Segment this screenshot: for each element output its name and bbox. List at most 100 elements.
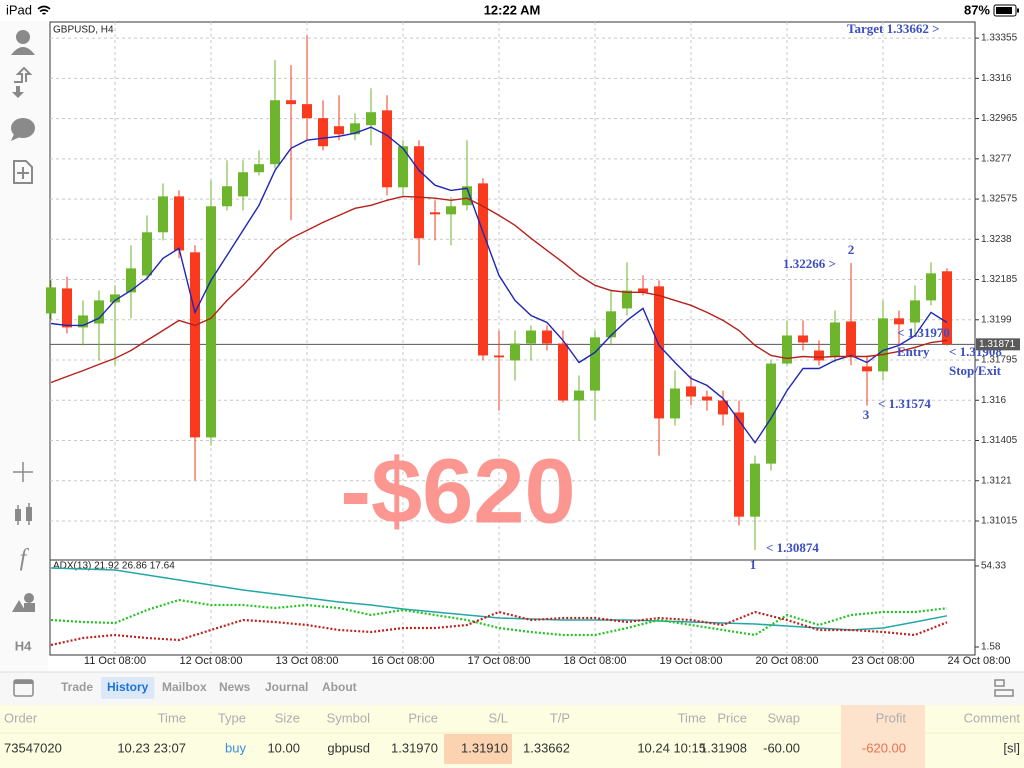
calendar-button[interactable]: [13, 679, 34, 697]
y-tick-label: 1.33355: [981, 33, 1018, 44]
column-header: Comment: [964, 710, 1021, 725]
y-tick-label: 1.3238: [981, 234, 1012, 245]
table-cell: gbpusd: [327, 740, 370, 755]
candle-body: [398, 146, 408, 188]
y-tick-label: 1.31795: [981, 355, 1018, 366]
annotation: Entry: [897, 344, 930, 359]
timeframe-button[interactable]: H4: [15, 638, 32, 653]
column-header: Time: [158, 710, 186, 725]
candle-body: [462, 186, 472, 206]
candle-body: [270, 100, 280, 165]
moving-average-line: [50, 195, 948, 384]
y-tick-label: 1.3121: [981, 475, 1012, 486]
table-cell: -620.00: [862, 740, 906, 755]
candle-body: [190, 252, 200, 438]
table-cell: buy: [225, 740, 246, 755]
tab[interactable]: Mailbox: [162, 680, 207, 694]
x-tick-label: 18 Oct 08:00: [564, 655, 627, 667]
trade-icon: [14, 66, 33, 83]
crosshair-button[interactable]: [13, 462, 33, 482]
table-cell: [sl]: [1003, 740, 1020, 755]
plot: GBPUSD, H4 -$620 Target 1.33662 > 2 1.32266 …: [46, 21, 1002, 647]
x-tick-label: 24 Oct 08:00: [948, 655, 1011, 667]
column-header: T/P: [550, 710, 570, 725]
column-header: Type: [218, 710, 246, 725]
trade-button[interactable]: [12, 66, 33, 98]
chat-icon: [11, 118, 35, 138]
table-cell: 1.31910: [461, 740, 508, 755]
axes: 1.33355 1.3316 1.32965 1.3277 1.32575 1.3238 1…: [84, 33, 1020, 667]
table-cell: 10.00: [267, 740, 300, 755]
indicators-button[interactable]: f: [20, 546, 30, 572]
candle-body: [126, 268, 136, 293]
loss-overlay: -$620: [340, 440, 575, 542]
candle-body: [318, 118, 328, 147]
column-header: Price: [408, 710, 438, 725]
device-name: iPad: [6, 2, 32, 17]
table-cell: 1.31908: [700, 740, 747, 755]
candle-body: [894, 318, 904, 325]
current-price-label: 1.31871: [979, 339, 1016, 350]
tab[interactable]: History: [107, 680, 149, 694]
candle-body: [526, 330, 536, 344]
y-tick-label: 1.32575: [981, 194, 1018, 205]
y-tick-label: 1.3316: [981, 73, 1012, 84]
battery-tip: [1017, 8, 1019, 13]
column-header: Time: [678, 710, 706, 725]
chart-type-button[interactable]: [15, 503, 32, 525]
column-header: Order: [4, 710, 38, 725]
account-icon-body: [11, 47, 35, 55]
tab[interactable]: Trade: [61, 680, 93, 694]
candle-body: [334, 126, 344, 135]
candle-body: [382, 110, 392, 188]
y-tick-label: 1.3277: [981, 153, 1012, 164]
annotation: 3: [863, 407, 870, 422]
candle-body: [862, 366, 872, 372]
column-header: S/L: [488, 710, 508, 725]
candle-body: [734, 412, 744, 517]
y-tick-label: 1.3199: [981, 314, 1012, 325]
clock: 12:22 AM: [484, 2, 541, 17]
candle-body: [238, 172, 248, 197]
candle-body: [366, 112, 376, 126]
layout-icon: [994, 689, 1014, 697]
tab[interactable]: Journal: [265, 680, 308, 694]
candle-body: [302, 104, 312, 119]
candle-body: [46, 287, 56, 314]
annotation: < 1.31574: [878, 396, 931, 411]
candle-body: [590, 337, 600, 391]
candle-body: [782, 335, 792, 364]
battery-icon: [993, 4, 1017, 17]
tab[interactable]: News: [219, 680, 251, 694]
candle-body: [350, 123, 360, 135]
new-order-plus: [17, 167, 29, 179]
y-tick-label: 1.32965: [981, 113, 1018, 124]
x-tick-label: 13 Oct 08:00: [276, 655, 339, 667]
x-tick-label: 23 Oct 08:00: [852, 655, 915, 667]
tab-bar: [0, 672, 1024, 705]
candle-body: [638, 288, 648, 293]
moving-average-line: [50, 126, 948, 444]
objects-button[interactable]: [12, 593, 35, 612]
candle-body: [702, 396, 712, 401]
account-button[interactable]: [11, 30, 35, 55]
candle-icon-wick: [17, 503, 30, 525]
new-order-button[interactable]: [13, 160, 33, 184]
candle-body: [878, 318, 888, 372]
layout-button[interactable]: [994, 679, 1014, 697]
tab[interactable]: About: [322, 680, 357, 694]
candle-body: [670, 388, 680, 419]
candle-body: [814, 350, 824, 361]
candle-body: [254, 164, 264, 173]
chat-button[interactable]: [11, 118, 35, 141]
table-cell[interactable]: 73547020: [4, 740, 62, 755]
trade-icon-arrow: [12, 86, 24, 98]
candle-body: [174, 196, 184, 251]
x-tick-label: 20 Oct 08:00: [756, 655, 819, 667]
candle-body: [158, 196, 168, 233]
account-icon: [16, 30, 30, 44]
table: Order Time Type Size Symbol Price S/L T/P Time Pr…: [4, 710, 1020, 755]
candle-body: [942, 271, 952, 345]
indicator-line: [50, 598, 948, 637]
